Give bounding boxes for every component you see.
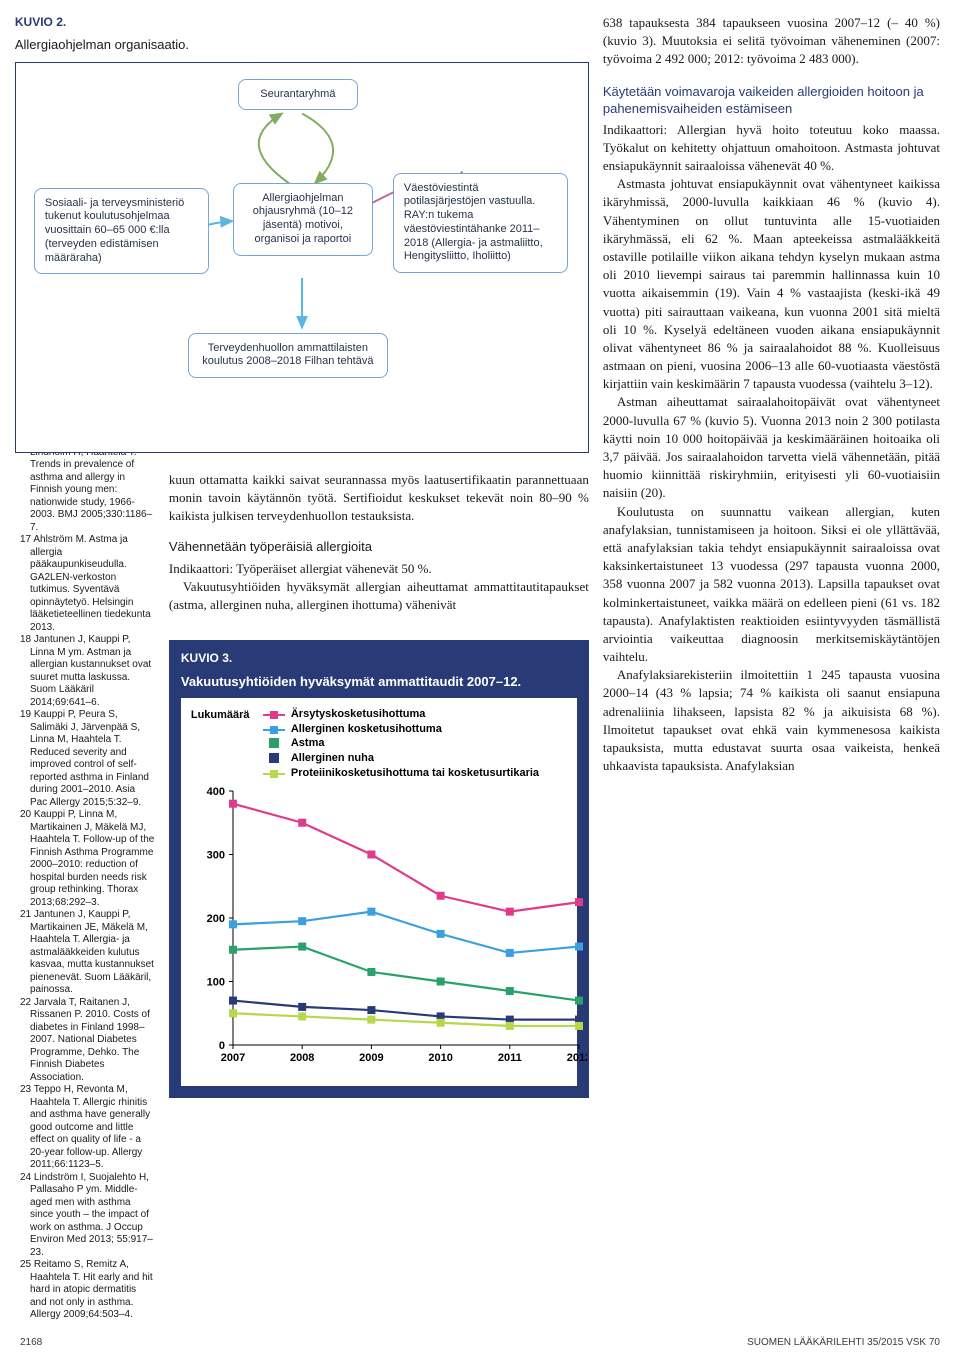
right-sub1: Käytetään voimavaroja vaikeiden allergio… [603,83,940,118]
kuvio3-title: Vakuutusyhtiöiden hyväksymät ammattitaud… [181,673,577,691]
kuvio2-head: KUVIO 2. Allergiaohjelman organisaatio. [15,14,589,54]
right-p1: 638 tapauksesta 384 tapaukseen vuosina 2… [603,14,940,69]
right-p3b: Astman aiheuttamat sairaalahoitopäivät o… [603,393,940,502]
legend-text: Ärsytyskosketusihottuma [291,708,426,721]
svg-text:0: 0 [219,1040,225,1052]
right-p3d: Anafylaksiarekisteriin ilmoitettiin 1 24… [603,666,940,775]
legend-row: Proteiinikosketusihottuma tai kosketusur… [263,767,567,780]
node-ohjaus: Allergiaohjelman ohjausryhmä (10–12 jäse… [233,183,373,256]
legend-text: Astma [291,737,325,750]
kuvio2-box: Seurantaryhmä Allergiaohjelman ohjausryh… [15,62,589,453]
kuvio2-label: KUVIO 2. [15,14,589,30]
references-column: 16 Latvala J, von Hertzen L, Lindholm H,… [20,434,155,1322]
node-vaesto: Väestöviestintä potilasjärjestöjen vastu… [393,173,568,274]
svg-text:2010: 2010 [428,1052,452,1064]
svg-text:100: 100 [207,977,225,989]
mid-p3: Vakuutusyhtiöiden hyväksymät allergian a… [169,578,589,614]
kuvio3-label: KUVIO 3. [181,650,577,666]
svg-text:2007: 2007 [221,1052,245,1064]
ref-18: 18 Jantunen J, Kauppi P, Linna M ym. Ast… [20,634,155,709]
legend-text: Proteiinikosketusihottuma tai kosketusur… [291,767,539,780]
page-layout: 16 Latvala J, von Hertzen L, Lindholm H,… [0,0,960,1332]
footer-page-number: 2168 [20,1336,42,1350]
footer-journal: SUOMEN LÄÄKÄRILEHTI 35/2015 VSK 70 [747,1336,940,1350]
mid-sub1: Vähennetään työperäisiä allergioita [169,538,589,556]
mid-p2: Indikaattori: Työperäiset allergiat vähe… [169,560,589,578]
legend-marker-icon [263,729,285,731]
kuvio2-title: Allergiaohjelman organisaatio. [15,36,589,54]
legend-row: Astma [263,737,567,750]
legend-marker-icon [263,773,285,775]
legend-row: Ärsytyskosketusihottuma [263,708,567,721]
svg-text:2011: 2011 [498,1052,522,1064]
kuvio3-svg: 0 100 200 300 400 2007 2008 2009 2010 2011 2012 [191,781,587,1071]
ref-17: 17 Ahlström M. Astma ja allergia pääkaup… [20,534,155,634]
legend-marker-icon [263,714,285,716]
svg-text:2012: 2012 [567,1052,587,1064]
kuvio3-legend: Ärsytyskosketusihottuma Allerginen kosket… [263,708,567,781]
svg-text:200: 200 [207,913,225,925]
node-terveydenhuollon: Terveydenhuollon ammattilaisten koulutus… [188,333,388,379]
svg-text:300: 300 [207,850,225,862]
ref-22: 22 Jarvala T, Raitanen J, Rissanen P. 20… [20,997,155,1085]
legend-row: Allerginen nuha [263,752,567,765]
svg-text:400: 400 [207,786,225,798]
svg-text:2008: 2008 [290,1052,314,1064]
node-sosiaali: Sosiaali- ja terveysministeriö tukenut k… [34,188,209,275]
ref-19: 19 Kauppi P, Peura S, Salimäki J, Järven… [20,709,155,809]
legend-marker-icon [269,738,279,748]
right-column: 638 tapauksesta 384 tapaukseen vuosina 2… [603,14,940,1322]
node-seuranta: Seurantaryhmä [238,79,358,111]
ref-25: 25 Reitamo S, Remitz A, Haahtela T. Hit … [20,1259,155,1322]
svg-text:2009: 2009 [359,1052,383,1064]
ref-24: 24 Lindström I, Suojalehto H, Pallasaho … [20,1172,155,1260]
kuvio3-box: KUVIO 3. Vakuutusyhtiöiden hyväksymät am… [169,640,589,1097]
right-p2: Indikaattori: Allergian hyvä hoito toteu… [603,121,940,176]
org-diagram: Seurantaryhmä Allergiaohjelman ohjausryh… [28,73,576,438]
ref-21: 21 Jantunen J, Kauppi P, Martikainen JE,… [20,909,155,997]
legend-marker-icon [269,753,279,763]
legend-text: Allerginen kosketusihottuma [291,723,442,736]
kuvio3-chart: Lukumäärä Ärsytyskosketusihottuma Allergi… [181,698,577,1086]
legend-text: Allerginen nuha [291,752,374,765]
ref-20: 20 Kauppi P, Linna M, Martikainen J, Mäk… [20,809,155,909]
ref-23: 23 Teppo H, Revonta M, Haahtela T. Aller… [20,1084,155,1172]
right-p3a: Astmasta johtuvat ensiapukäynnit ovat vä… [603,175,940,393]
legend-row: Allerginen kosketusihottuma [263,723,567,736]
right-p3c: Koulutusta on suunnattu vaikean allergia… [603,503,940,667]
middle-column: KUVIO 2. Allergiaohjelman organisaatio. [169,14,589,1322]
page-footer: 2168 SUOMEN LÄÄKÄRILEHTI 35/2015 VSK 70 [0,1332,960,1359]
kuvio3-ylabel: Lukumäärä [191,708,251,723]
mid-p1: kuun ottamatta kaikki saivat seurannassa… [169,471,589,526]
